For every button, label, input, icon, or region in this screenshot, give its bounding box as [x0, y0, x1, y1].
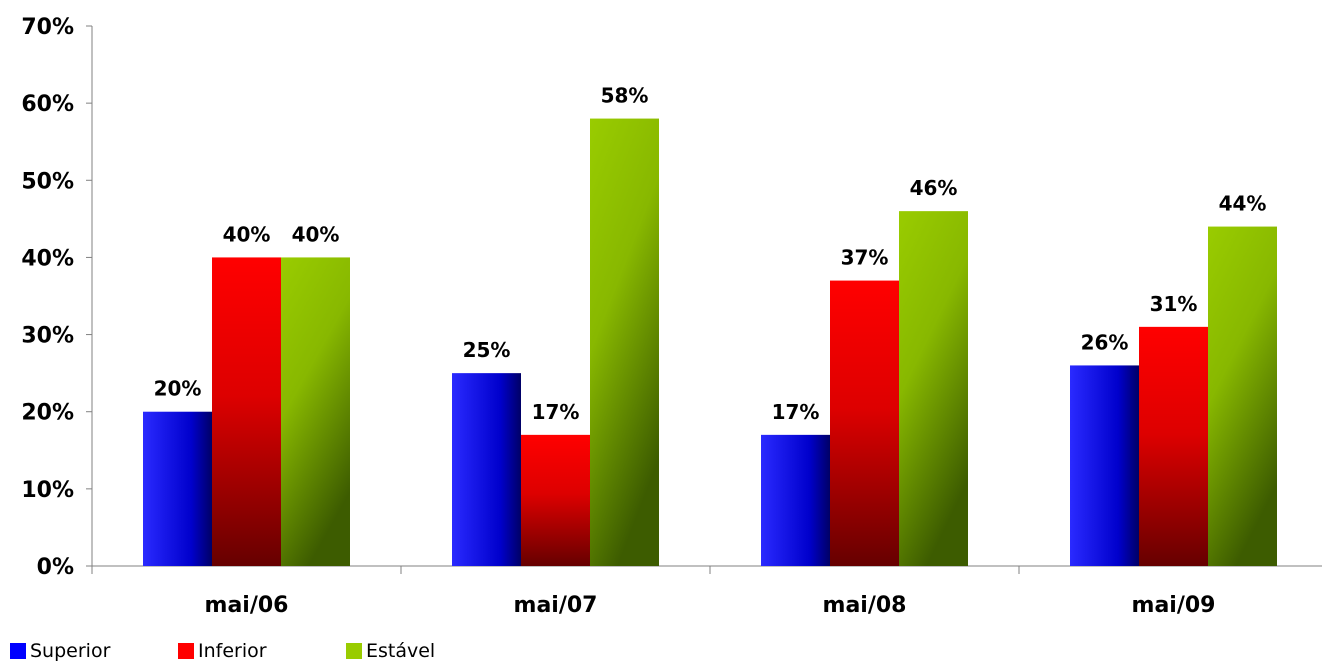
data-label: 58% — [601, 84, 649, 108]
data-label: 46% — [910, 176, 958, 200]
data-label: 20% — [154, 377, 202, 401]
y-tick-label: 60% — [21, 92, 74, 117]
legend-label-estavel: Estável — [366, 640, 436, 662]
bar-superior-1 — [452, 373, 521, 566]
y-tick-label: 0% — [37, 555, 74, 580]
bar-estvel-3 — [1208, 226, 1277, 567]
y-tick-label: 10% — [21, 478, 74, 503]
bar-inferior-3 — [1139, 326, 1208, 566]
data-label: 44% — [1219, 192, 1267, 216]
legend-swatch-superior — [10, 643, 26, 659]
data-label: 17% — [772, 400, 820, 424]
data-label: 40% — [292, 222, 340, 246]
legend-swatch-estavel — [346, 643, 362, 659]
bar-estvel-0 — [281, 257, 350, 566]
x-tick-label: mai/07 — [514, 593, 598, 618]
x-tick-label: mai/09 — [1132, 593, 1216, 618]
legend-label-superior: Superior — [30, 640, 111, 662]
x-tick-label: mai/06 — [205, 593, 289, 618]
data-label: 17% — [532, 400, 580, 424]
legend-swatch-inferior — [178, 643, 194, 659]
bar-inferior-1 — [521, 434, 590, 566]
data-label: 40% — [223, 222, 271, 246]
legend-item-inferior: Inferior — [178, 640, 346, 662]
data-label: 37% — [841, 246, 889, 270]
bar-estvel-1 — [590, 118, 659, 567]
y-tick-label: 40% — [21, 246, 74, 271]
bars — [143, 118, 1277, 567]
bar-inferior-0 — [212, 257, 281, 566]
bar-estvel-2 — [899, 211, 968, 566]
y-tick-label: 50% — [21, 169, 74, 194]
y-tick-label: 30% — [21, 324, 74, 349]
data-labels: 20% 40% 40% 25% 17% 58% 17% 37% 46% 26% 31% 44% — [154, 84, 1267, 424]
y-tick-label: 20% — [21, 401, 74, 426]
data-label: 26% — [1081, 330, 1129, 354]
x-tick-label: mai/08 — [823, 593, 907, 618]
legend-label-inferior: Inferior — [198, 640, 267, 662]
bar-superior-0 — [143, 411, 212, 566]
legend: Superior Inferior Estável — [10, 640, 435, 662]
y-tick-label: 70% — [21, 15, 74, 40]
bar-superior-3 — [1070, 365, 1139, 566]
bar-chart: 0% 10% 20% 30% 40% 50% 60% 70% mai/06 mai/07 mai/0… — [21, 15, 1322, 618]
legend-item-estavel: Estável — [346, 640, 435, 662]
data-label: 31% — [1150, 292, 1198, 316]
bar-superior-2 — [761, 434, 830, 566]
legend-item-superior: Superior — [10, 640, 178, 662]
axes: 0% 10% 20% 30% 40% 50% 60% 70% mai/06 mai/07 mai/0… — [21, 15, 1322, 618]
data-label: 25% — [463, 338, 511, 362]
bar-inferior-2 — [830, 280, 899, 566]
